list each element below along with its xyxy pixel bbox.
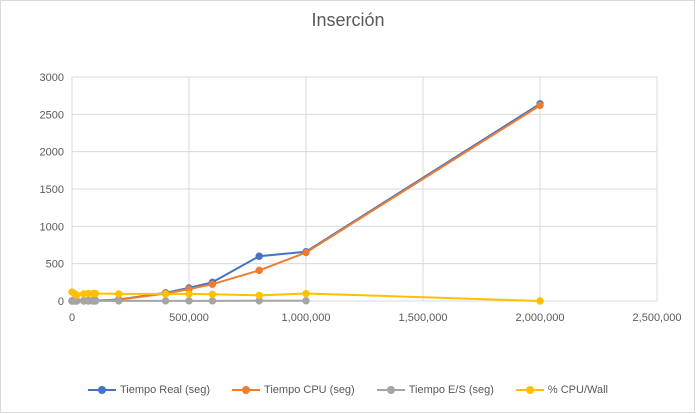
y-tick-label: 2000 xyxy=(40,147,64,159)
data-point xyxy=(208,290,217,298)
y-tick-label: 0 xyxy=(58,296,64,308)
data-point xyxy=(185,297,193,305)
data-point xyxy=(185,290,193,298)
data-point xyxy=(255,291,263,300)
legend-marker-icon xyxy=(376,385,405,395)
y-tick-label: 1500 xyxy=(40,184,64,196)
data-point xyxy=(161,297,170,305)
data-point xyxy=(302,248,310,257)
legend-item: Tiempo E/S (seg) xyxy=(376,384,494,396)
data-point xyxy=(255,252,263,260)
legend-marker-icon xyxy=(515,385,544,395)
legend-label: % CPU/Wall xyxy=(547,384,609,396)
series-3 xyxy=(68,288,544,305)
data-point xyxy=(302,297,310,305)
legend-label: Tiempo Real (seg) xyxy=(119,384,211,396)
legend: Tiempo Real (seg) Tiempo CPU (seg) Tiempo … xyxy=(0,384,696,396)
data-point xyxy=(208,297,217,305)
y-tick-label: 500 xyxy=(46,259,64,271)
legend-label: Tiempo E/S (seg) xyxy=(408,384,494,396)
data-point xyxy=(72,291,81,299)
legend-item: Tiempo Real (seg) xyxy=(87,384,211,396)
data-point xyxy=(255,266,263,275)
y-tick-label: 2500 xyxy=(40,109,64,121)
data-point xyxy=(115,297,123,305)
x-tick-label: 1,500,000 xyxy=(399,312,448,324)
x-tick-label: 1,000,000 xyxy=(282,312,331,324)
x-tick-label: 2,000,000 xyxy=(516,312,565,324)
data-point xyxy=(536,101,544,110)
data-point xyxy=(302,289,310,298)
chart-title: Inserción xyxy=(311,10,385,30)
y-tick-label: 1000 xyxy=(40,221,64,233)
y-tick-label: 3000 xyxy=(40,72,64,84)
data-point xyxy=(115,290,123,298)
legend-marker-icon xyxy=(87,385,116,395)
gridlines xyxy=(71,76,658,302)
legend-label: Tiempo CPU (seg) xyxy=(264,384,355,396)
x-tick-label: 500,000 xyxy=(169,312,209,324)
data-point xyxy=(208,280,217,288)
data-point xyxy=(91,289,100,298)
legend-item: Tiempo CPU (seg) xyxy=(232,384,355,396)
series-layer xyxy=(68,100,544,305)
data-point xyxy=(72,297,81,305)
x-tick-label: 2,500,000 xyxy=(633,312,682,324)
axis-tick-labels: 0 500 1000 1500 2000 2500 3000 0 500,000 1,000,00… xyxy=(40,72,682,324)
series-2 xyxy=(68,297,310,305)
legend-item: % CPU/Wall xyxy=(515,384,609,396)
data-point xyxy=(91,297,100,305)
legend-marker-icon xyxy=(232,385,261,395)
x-tick-label: 0 xyxy=(69,312,75,324)
data-point xyxy=(536,297,544,305)
data-point xyxy=(161,290,170,298)
